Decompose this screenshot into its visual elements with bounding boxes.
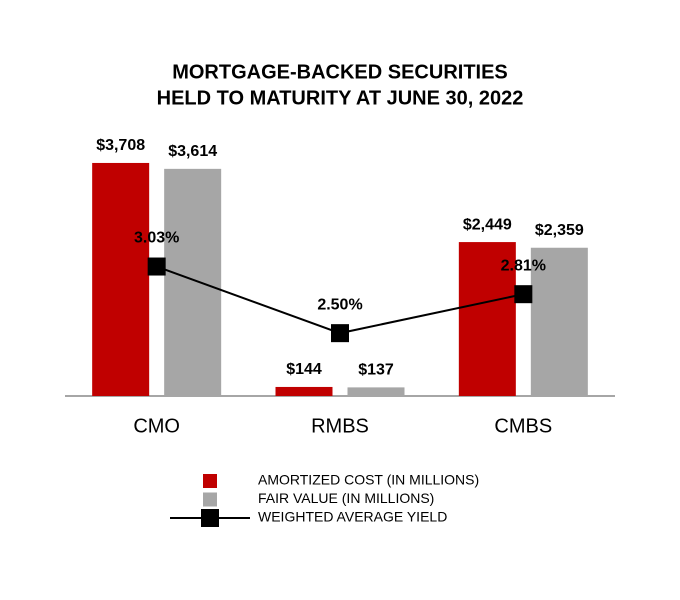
data-label: $2,359	[535, 222, 584, 239]
bar	[530, 247, 588, 396]
data-label: $144	[286, 361, 322, 378]
chart-title: HELD TO MATURITY AT JUNE 30, 2022	[157, 87, 524, 109]
bar	[92, 162, 150, 396]
legend-swatch	[203, 474, 217, 488]
data-label: 3.03%	[134, 230, 179, 247]
line-marker	[514, 285, 533, 304]
bar	[347, 387, 405, 396]
bar	[164, 168, 222, 396]
data-label: 2.81%	[501, 257, 546, 274]
x-tick-label: RMBS	[311, 415, 369, 437]
legend-marker	[201, 509, 219, 527]
x-tick-label: CMO	[133, 415, 180, 437]
legend-swatch	[203, 492, 217, 507]
chart-title: MORTGAGE-BACKED SECURITIES	[172, 61, 508, 83]
line-marker	[147, 257, 166, 276]
legend-label: FAIR VALUE (IN MILLIONS)	[258, 490, 434, 506]
bar	[458, 242, 516, 396]
data-label: $3,614	[168, 143, 217, 160]
bar	[275, 386, 333, 396]
legend-label: AMORTIZED COST (IN MILLIONS)	[258, 472, 479, 488]
legend-label: WEIGHTED AVERAGE YIELD	[258, 509, 447, 525]
line-marker	[331, 324, 349, 343]
data-label: $2,449	[463, 216, 512, 233]
data-label: $137	[358, 362, 394, 379]
data-label: 2.50%	[317, 296, 362, 313]
x-tick-label: CMBS	[494, 415, 552, 437]
data-label: $3,708	[96, 137, 145, 154]
